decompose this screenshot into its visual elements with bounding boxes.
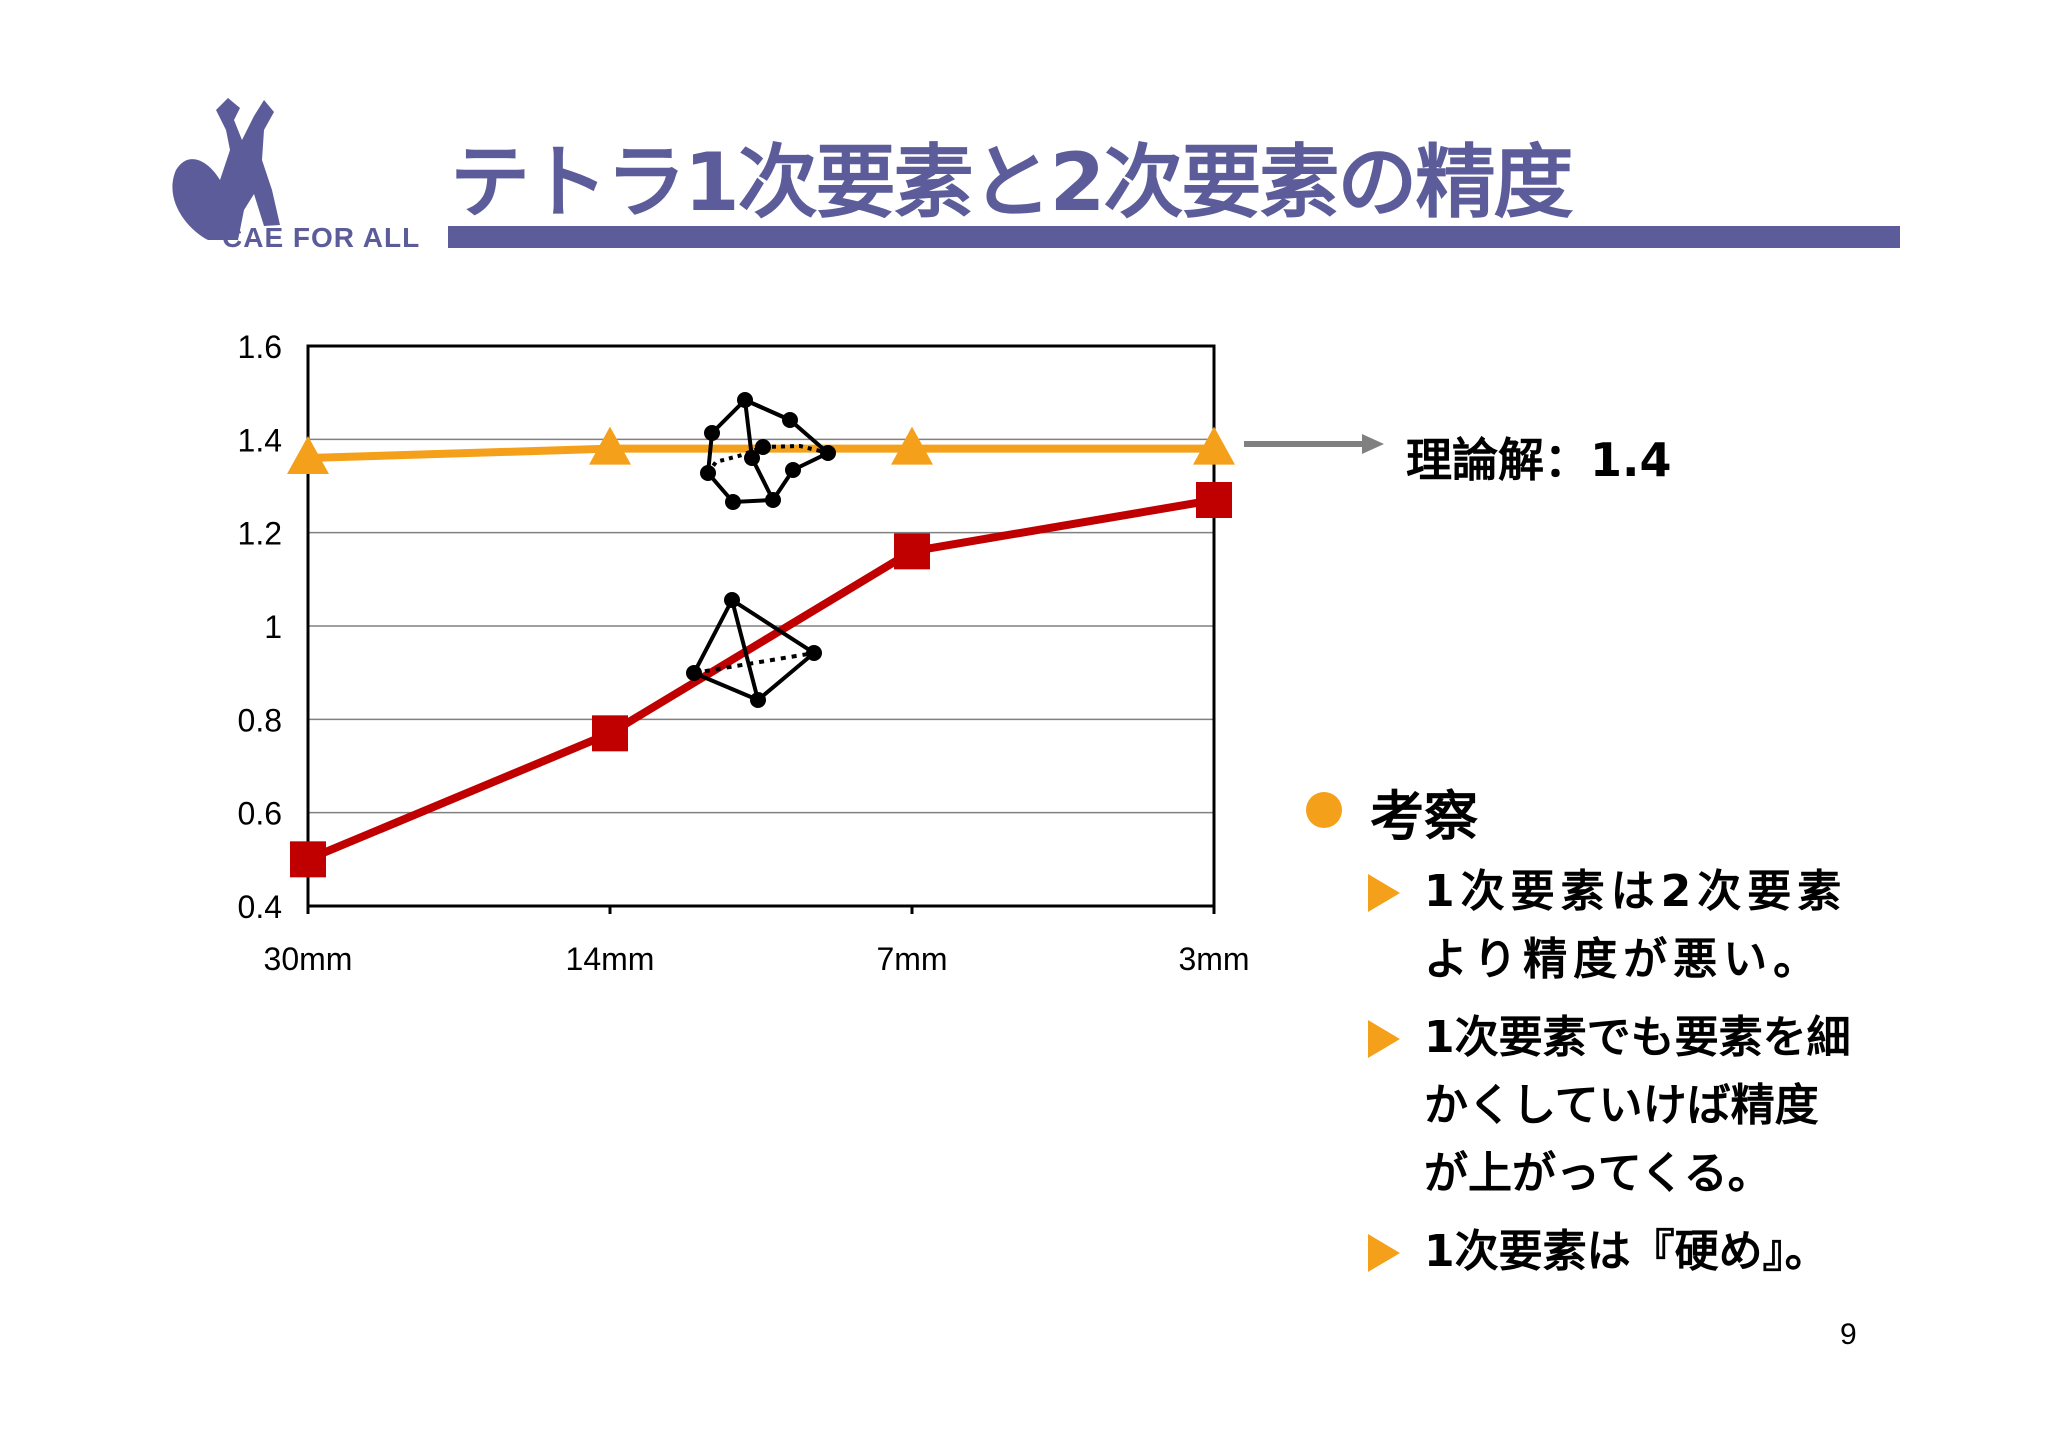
- y-tick-label: 1.6: [238, 329, 282, 365]
- series-group: [287, 426, 1235, 878]
- y-tick-label: 1.2: [238, 516, 282, 552]
- triangle-bullet-icon: [1368, 1020, 1400, 1058]
- observations-panel: 考察 1次要素は2次要素より精度が悪い。 1次要素でも要素を細かくしていけば精度…: [1302, 772, 1862, 1286]
- plot-frame: [306, 344, 1216, 908]
- observation-text: 1次要素は『硬め』。: [1424, 1226, 1829, 1277]
- triangle-bullet-icon: [1368, 1234, 1400, 1272]
- square-marker: [1196, 482, 1232, 518]
- theory-value-label: 理論解：1.4: [1406, 433, 1672, 487]
- x-axis-ticks: 30mm 14mm 7mm 3mm: [264, 906, 1250, 977]
- triangle-marker: [1193, 426, 1235, 465]
- observation-text: 1次要素は2次要素より精度が悪い。: [1424, 866, 1848, 985]
- y-tick-label: 0.6: [238, 796, 282, 832]
- x-tick-label: 14mm: [566, 941, 655, 977]
- cae-logo: [172, 98, 280, 240]
- triangle-marker: [287, 436, 329, 474]
- observations-header: 考察: [1302, 772, 1862, 852]
- x-tick-label: 30mm: [264, 941, 353, 977]
- square-marker: [894, 533, 930, 570]
- observations-heading: 考察: [1370, 785, 1478, 848]
- observation-item: 1次要素は2次要素より精度が悪い。: [1302, 858, 1862, 994]
- x-tick-label: 7mm: [876, 941, 947, 977]
- square-marker: [592, 715, 628, 752]
- title-underline-bar: [448, 226, 1900, 248]
- triangle-bullet-icon: [1368, 874, 1400, 912]
- first-order-node-dots: [686, 592, 822, 708]
- page-number: 9: [1840, 1318, 1857, 1351]
- triangle-marker: [891, 426, 933, 465]
- x-tick-label: 3mm: [1178, 941, 1249, 977]
- logo-figure-icon: [172, 98, 280, 240]
- square-marker: [290, 841, 326, 878]
- y-tick-label: 1: [264, 609, 282, 645]
- grid-lines: [308, 438, 1214, 814]
- y-tick-label: 0.4: [238, 889, 282, 925]
- observation-item: 1次要素でも要素を細かくしていけば精度が上がってくる。: [1302, 1004, 1862, 1208]
- bullet-dot-icon: [1306, 792, 1342, 828]
- observation-item: 1次要素は『硬め』。: [1302, 1218, 1862, 1286]
- slide-title: テトラ1次要素と2次要素の精度: [450, 136, 1573, 229]
- y-axis-ticks: 0.4 0.6 0.8 1 1.2 1.4 1.6: [238, 329, 282, 925]
- y-tick-label: 0.8: [238, 702, 282, 738]
- second-order-node-dots: [700, 392, 836, 510]
- triangle-marker: [589, 426, 631, 465]
- y-tick-label: 1.4: [238, 422, 282, 458]
- theory-arrow-icon: [1244, 434, 1384, 454]
- observation-text: 1次要素でも要素を細かくしていけば精度が上がってくる。: [1424, 1012, 1851, 1199]
- logo-text: CAE FOR ALL: [222, 222, 421, 253]
- series-line-2: [306, 496, 1215, 864]
